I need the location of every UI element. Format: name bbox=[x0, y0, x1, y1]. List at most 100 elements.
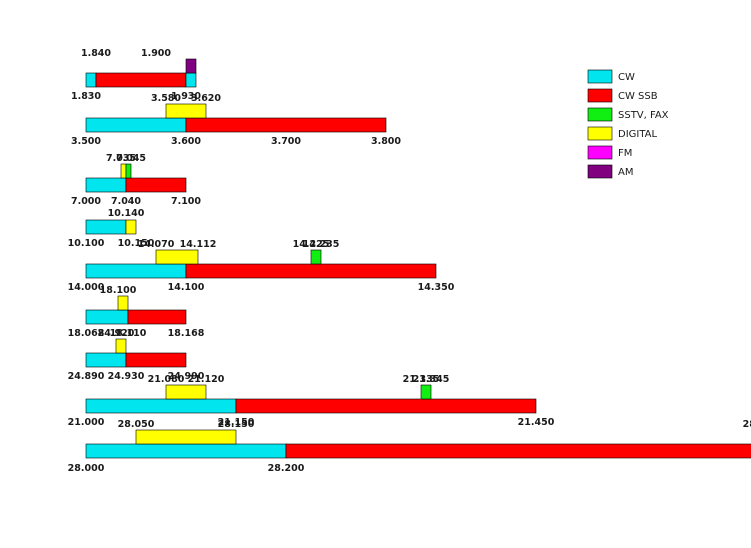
legend-item-fm: FM bbox=[587, 145, 632, 160]
segment-sstv-fax bbox=[420, 384, 432, 400]
legend-swatch bbox=[587, 126, 613, 141]
legend-label: SSTV, FAX bbox=[618, 110, 669, 121]
legend-label: DIGITAL bbox=[618, 129, 658, 140]
segment-cw-ssb bbox=[185, 117, 387, 133]
legend-label: CW bbox=[618, 72, 635, 83]
segment-cw-ssb bbox=[95, 72, 187, 88]
freq-label: 1.830 bbox=[71, 91, 101, 102]
freq-label: 21.150 bbox=[218, 417, 255, 428]
freq-label: 3.600 bbox=[171, 136, 201, 147]
freq-label: 7.000 bbox=[71, 196, 101, 207]
segment-cw-ssb bbox=[125, 177, 187, 193]
freq-label: 21.335 bbox=[403, 374, 440, 385]
segment-digital bbox=[155, 249, 199, 265]
legend-item-cw-ssb: CW SSB bbox=[587, 88, 658, 103]
freq-label: 10.100 bbox=[68, 238, 105, 249]
band-12m: 24.920 24.890 24.930 24.990 bbox=[68, 328, 205, 382]
freq-label: 18.100 bbox=[100, 285, 137, 296]
freq-label: 28.150 bbox=[218, 419, 255, 430]
segment-digital bbox=[125, 219, 137, 235]
band-17m: 18.100 18.068 18.110 18.168 bbox=[68, 285, 205, 339]
freq-label: 10.140 bbox=[108, 208, 145, 219]
segment-cw-ssb bbox=[127, 309, 187, 325]
legend-item-cw: CW bbox=[587, 69, 635, 84]
freq-label: 3.700 bbox=[271, 136, 301, 147]
segment-cw-ssb bbox=[235, 398, 537, 414]
freq-label: 28.000 bbox=[68, 463, 105, 474]
freq-label: 3.620 bbox=[191, 93, 221, 104]
segment-digital bbox=[115, 338, 127, 354]
segment-cw bbox=[85, 72, 97, 88]
segment-sstv-fax bbox=[125, 163, 132, 179]
freq-label: 21.120 bbox=[188, 374, 225, 385]
segment-cw bbox=[85, 398, 237, 414]
legend-item-digital: DIGITAL bbox=[587, 126, 658, 141]
segment-cw bbox=[85, 352, 127, 368]
segment-cw bbox=[185, 72, 197, 88]
freq-label: 3.580 bbox=[151, 93, 181, 104]
freq-label: 7.035 bbox=[106, 153, 136, 164]
freq-label: 14.225 bbox=[293, 239, 330, 250]
segment-cw-ssb bbox=[125, 352, 187, 368]
freq-label: 14.112 bbox=[180, 239, 217, 250]
freq-label: 7.045 bbox=[116, 153, 146, 164]
segment-cw-ssb bbox=[285, 443, 751, 459]
segment-cw bbox=[85, 219, 127, 235]
freq-label: 24.930 bbox=[108, 371, 145, 382]
freq-label: 14.100 bbox=[168, 282, 205, 293]
freq-label: 14.350 bbox=[418, 282, 455, 293]
freq-label: 24.920 bbox=[98, 328, 135, 339]
legend-label: FM bbox=[618, 148, 632, 159]
legend: CW CW SSB SSTV, FAX DIGITAL FM AM bbox=[587, 69, 669, 179]
freq-label: 28.675 bbox=[743, 419, 751, 430]
freq-label: 28.050 bbox=[118, 419, 155, 430]
segment-am bbox=[185, 58, 197, 74]
freq-label: 14.000 bbox=[68, 282, 105, 293]
freq-label: 10.150 bbox=[118, 238, 155, 249]
legend-swatch bbox=[587, 164, 613, 179]
freq-label: 18.110 bbox=[110, 328, 147, 339]
freq-label: 21.080 bbox=[148, 374, 185, 385]
freq-label: 24.990 bbox=[168, 371, 205, 382]
band-80m: 3.580 3.620 3.500 3.600 3.700 3.800 bbox=[71, 93, 401, 147]
freq-label: 28.200 bbox=[268, 463, 305, 474]
freq-label: 3.800 bbox=[371, 136, 401, 147]
segment-digital bbox=[165, 384, 207, 400]
legend-label: CW SSB bbox=[618, 91, 658, 102]
legend-item-sstv-fax: SSTV, FAX bbox=[587, 107, 669, 122]
freq-label: 14.070 bbox=[138, 239, 175, 250]
segment-digital bbox=[120, 163, 127, 179]
freq-label: 21.345 bbox=[413, 374, 450, 385]
segment-sstv-fax bbox=[310, 249, 322, 265]
segment-digital bbox=[117, 295, 129, 311]
freq-label: 3.500 bbox=[71, 136, 101, 147]
freq-label: 18.168 bbox=[168, 328, 205, 339]
legend-swatch bbox=[587, 107, 613, 122]
legend-label: AM bbox=[618, 167, 633, 178]
segment-cw bbox=[85, 443, 287, 459]
band-10m: 28.05028.15028.67528.68529.20029.30028.0… bbox=[68, 419, 751, 474]
band-30m: 10.140 10.100 10.150 bbox=[68, 208, 155, 249]
segment-cw bbox=[85, 177, 127, 193]
band-160m: 1.840 1.900 1.830 1.930 bbox=[71, 48, 201, 102]
freq-label: 7.100 bbox=[171, 196, 201, 207]
freq-label: 14.235 bbox=[303, 239, 340, 250]
segment-digital bbox=[135, 429, 237, 445]
freq-label: 1.840 bbox=[81, 48, 111, 59]
freq-label: 7.040 bbox=[111, 196, 141, 207]
legend-item-am: AM bbox=[587, 164, 633, 179]
freq-label: 1.900 bbox=[141, 48, 171, 59]
segment-cw bbox=[85, 263, 187, 279]
freq-label: 24.890 bbox=[68, 371, 105, 382]
legend-swatch bbox=[587, 145, 613, 160]
legend-swatch bbox=[587, 69, 613, 84]
segment-cw-ssb bbox=[185, 263, 437, 279]
legend-swatch bbox=[587, 88, 613, 103]
segment-cw bbox=[85, 117, 187, 133]
segment-cw bbox=[85, 309, 129, 325]
